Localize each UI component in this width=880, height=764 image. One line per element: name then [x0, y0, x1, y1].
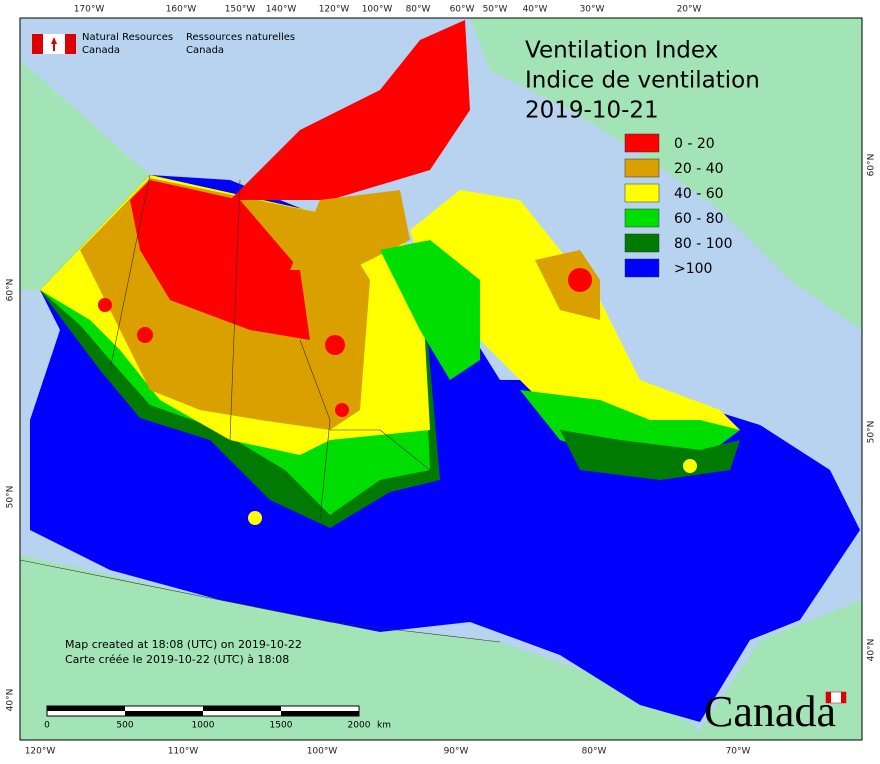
lon-label: 40°W — [523, 5, 548, 15]
legend-label: 0 - 20 — [674, 136, 715, 152]
province-lines — [109, 174, 431, 521]
lat-label: 50°N — [6, 486, 16, 509]
lat-label: 60°N — [867, 154, 877, 177]
flag-bar — [32, 34, 43, 54]
zone-red-arctic — [230, 20, 470, 200]
wordmark-flag — [841, 692, 846, 703]
hotspot — [137, 327, 153, 343]
lat-label: 50°N — [867, 421, 877, 444]
lat-label: 40°N — [867, 639, 877, 662]
title-date: 2019-10-21 — [525, 98, 659, 124]
title: Ventilation Index — [525, 38, 718, 64]
scale-seg — [125, 711, 203, 716]
zone-orange-baffin — [535, 250, 600, 320]
org-fr: Ressources naturelles — [186, 32, 295, 43]
zone-yellow-east — [410, 190, 740, 440]
lon-label: 80°W — [582, 747, 607, 757]
lon-label: 150°W — [225, 5, 256, 15]
hotspot — [335, 403, 349, 417]
scale-label: 2000 — [348, 721, 371, 731]
lon-label: 170°W — [74, 5, 105, 15]
title: Indice de ventilation — [525, 68, 760, 94]
other-land — [20, 18, 862, 740]
hotspot — [325, 335, 345, 355]
org-en: Canada — [82, 45, 120, 56]
border-line — [19, 559, 501, 643]
legend-swatch — [624, 208, 660, 228]
lon-label: 70°W — [726, 747, 751, 757]
hotspot — [98, 298, 112, 312]
legend-label: 60 - 80 — [674, 211, 724, 227]
lon-label: 100°W — [307, 747, 338, 757]
lon-label: 60°W — [450, 5, 475, 15]
scale-label: 1000 — [192, 721, 215, 731]
legend-swatch — [624, 258, 660, 278]
lon-label: 30°W — [580, 5, 605, 15]
credit: Carte créée le 2019-10-22 (UTC) à 18:08 — [65, 653, 289, 666]
hotspot — [248, 511, 262, 525]
legend-swatch — [624, 233, 660, 253]
canada-wordmark: Canada — [704, 687, 836, 736]
lon-label: 140°W — [266, 5, 297, 15]
lon-label: 110°W — [168, 747, 199, 757]
lon-label: 90°W — [444, 747, 469, 757]
credit: Map created at 18:08 (UTC) on 2019-10-22 — [65, 638, 302, 651]
frame — [19, 17, 863, 741]
wordmark-flag — [826, 692, 831, 703]
lat-label: 60°N — [6, 279, 16, 302]
lon-label: 120°W — [25, 747, 56, 757]
legend-label: 80 - 100 — [674, 236, 733, 252]
hotspot — [683, 459, 697, 473]
zone-red — [130, 180, 310, 340]
alaska — [20, 60, 150, 290]
lon-label: 100°W — [362, 5, 393, 15]
scale-unit: km — [377, 721, 391, 731]
lon-label: 50°W — [483, 5, 508, 15]
scale-seg — [203, 706, 281, 711]
lon-label: 80°W — [406, 5, 431, 15]
org-fr: Canada — [186, 45, 224, 56]
legend-swatch — [624, 183, 660, 203]
greenland — [470, 18, 862, 330]
scale-seg — [281, 711, 359, 716]
nrcan-signature: Natural Resources Canada Ressources natu… — [32, 32, 295, 56]
lon-label: 20°W — [677, 5, 702, 15]
flag-bar — [65, 34, 76, 54]
lat-label: 40°N — [6, 689, 16, 712]
legend-label: 40 - 60 — [674, 186, 724, 202]
scale-label: 1500 — [270, 721, 293, 731]
legend-label: 20 - 40 — [674, 161, 724, 177]
legend-swatch — [624, 133, 660, 153]
scale-label: 500 — [116, 721, 133, 731]
hotspot — [568, 268, 592, 292]
lon-label: 160°W — [166, 5, 197, 15]
scale-bar — [46, 705, 360, 717]
usa — [20, 555, 862, 740]
scale-label: 0 — [44, 721, 50, 731]
legend-swatch — [624, 158, 660, 178]
legend-label: >100 — [674, 261, 712, 277]
zone-green-east — [380, 240, 480, 380]
boundaries — [19, 174, 501, 643]
flag-leaf — [51, 37, 57, 51]
org-en: Natural Resources — [82, 32, 173, 43]
scale-seg — [47, 706, 125, 711]
lon-label: 120°W — [319, 5, 350, 15]
